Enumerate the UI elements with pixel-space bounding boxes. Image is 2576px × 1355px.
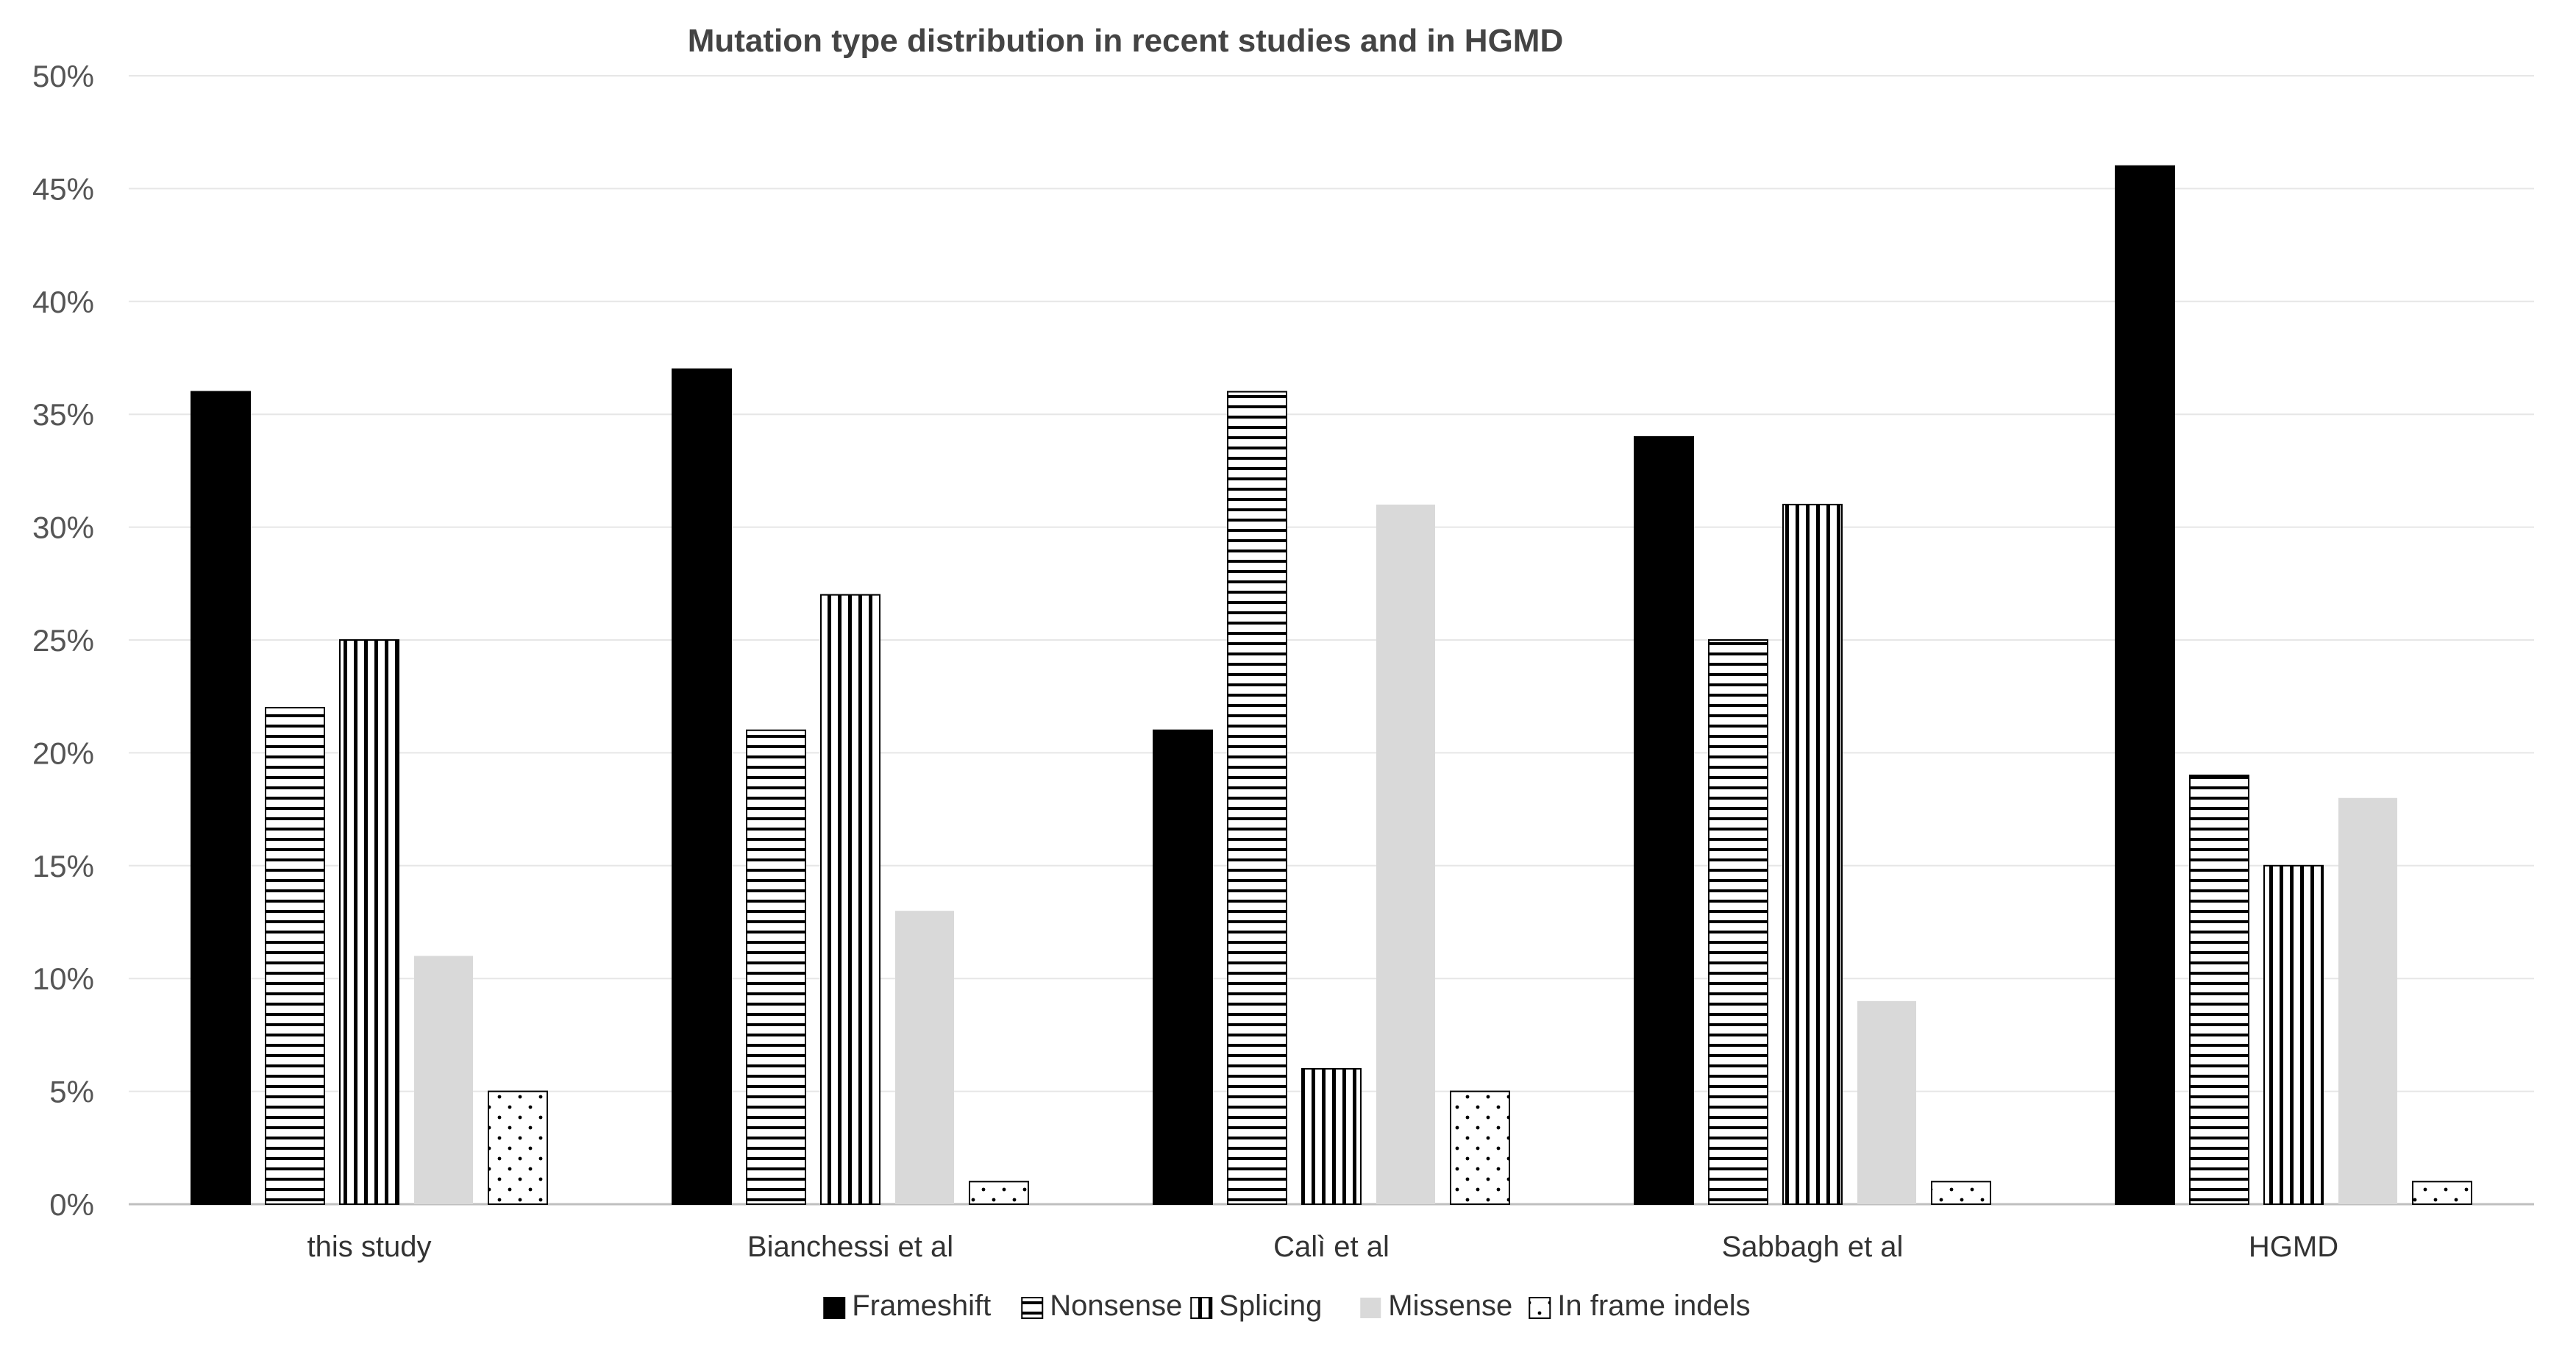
bar-group bbox=[2115, 165, 2472, 1206]
legend-label: Missense bbox=[1388, 1290, 1512, 1322]
bar bbox=[1227, 391, 1287, 1205]
bar-group bbox=[191, 391, 548, 1205]
y-tick-label: 30% bbox=[32, 511, 94, 545]
bar bbox=[1450, 1090, 1510, 1205]
x-category-label: Calì et al bbox=[1273, 1231, 1390, 1263]
y-tick-label: 50% bbox=[32, 59, 94, 93]
legend-item: In frame indels bbox=[1529, 1290, 1751, 1322]
bar-group bbox=[1634, 435, 1991, 1205]
bar-group bbox=[672, 368, 1029, 1206]
x-category-label: Bianchessi et al bbox=[747, 1231, 953, 1263]
legend: Frameshift Nonsense Splicing Missense In fra… bbox=[823, 1290, 1751, 1322]
x-category-label: Sabbagh et al bbox=[1722, 1231, 1904, 1263]
bar bbox=[191, 391, 251, 1205]
bar bbox=[1301, 1067, 1362, 1206]
bar bbox=[1782, 503, 1843, 1205]
chart-title: Mutation type distribution in recent stu… bbox=[688, 23, 1563, 59]
bar bbox=[895, 911, 954, 1204]
y-axis-ticks: 0% 5% 10% 15% 20% 25% 30% 35% 40% 45% 50% bbox=[32, 59, 94, 1222]
bar bbox=[488, 1090, 548, 1205]
bar bbox=[2338, 797, 2397, 1204]
bar-group bbox=[1153, 391, 1510, 1206]
y-tick-label: 25% bbox=[32, 623, 94, 658]
bar bbox=[1376, 504, 1435, 1204]
y-tick-label: 0% bbox=[49, 1187, 94, 1222]
bars bbox=[191, 165, 2472, 1206]
legend-label: In frame indels bbox=[1557, 1290, 1750, 1322]
legend-swatch bbox=[823, 1297, 846, 1319]
legend-swatch bbox=[1190, 1297, 1213, 1319]
legend-label: Splicing bbox=[1219, 1290, 1322, 1322]
bar bbox=[1634, 435, 1694, 1205]
y-tick-label: 10% bbox=[32, 961, 94, 996]
legend-item: Nonsense bbox=[1021, 1290, 1182, 1322]
y-tick-label: 20% bbox=[32, 736, 94, 770]
bar bbox=[1857, 1000, 1916, 1204]
y-tick-label: 35% bbox=[32, 397, 94, 432]
bar bbox=[2412, 1181, 2472, 1205]
y-tick-label: 40% bbox=[32, 285, 94, 319]
legend-swatch bbox=[1529, 1297, 1551, 1319]
bar bbox=[339, 639, 399, 1205]
y-tick-label: 45% bbox=[32, 171, 94, 206]
bar bbox=[1931, 1181, 1991, 1205]
bar bbox=[2263, 864, 2324, 1206]
legend-label: Nonsense bbox=[1050, 1290, 1182, 1322]
legend-swatch bbox=[1021, 1297, 1044, 1319]
bar bbox=[2189, 775, 2249, 1205]
bar bbox=[672, 368, 732, 1206]
x-category-label: HGMD bbox=[2249, 1231, 2338, 1263]
bar bbox=[1708, 639, 1768, 1205]
bar bbox=[414, 956, 473, 1204]
bar bbox=[265, 707, 325, 1205]
y-tick-label: 5% bbox=[49, 1075, 94, 1109]
x-category-label: this study bbox=[307, 1231, 432, 1263]
legend-label: Frameshift bbox=[852, 1290, 991, 1322]
legend-item: Frameshift bbox=[823, 1290, 991, 1322]
legend-item: Missense bbox=[1360, 1290, 1512, 1322]
bar bbox=[746, 729, 806, 1205]
x-axis-categories: this study Bianchessi et al Calì et al Sabb… bbox=[307, 1231, 2339, 1263]
bar bbox=[1153, 729, 1213, 1205]
bar bbox=[969, 1181, 1029, 1205]
legend-swatch bbox=[1360, 1298, 1381, 1318]
y-tick-label: 15% bbox=[32, 849, 94, 883]
bar bbox=[820, 594, 880, 1205]
bar bbox=[2115, 165, 2175, 1206]
legend-item: Splicing bbox=[1190, 1290, 1322, 1322]
